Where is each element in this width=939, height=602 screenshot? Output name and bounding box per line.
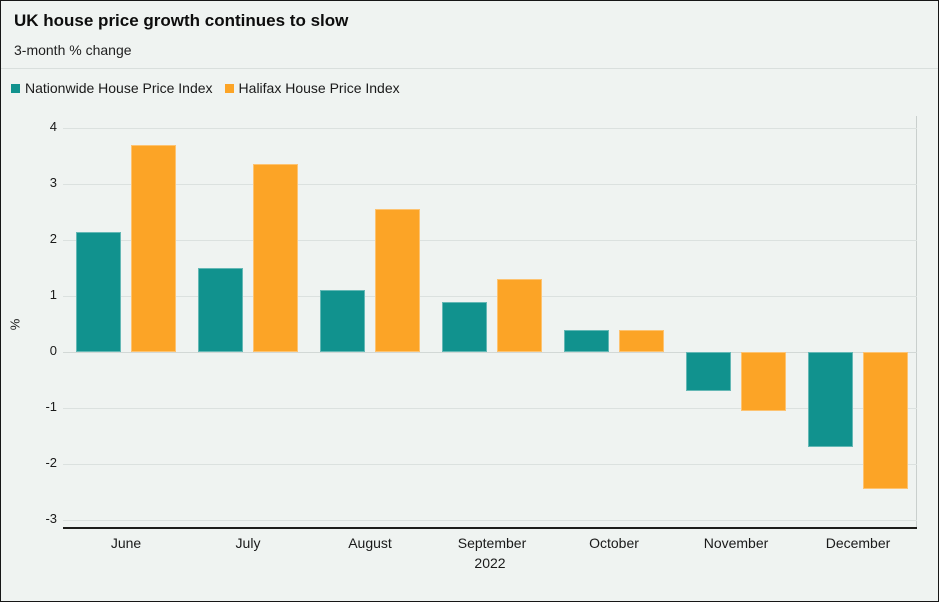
y-tick-label-4: 4 bbox=[49, 119, 57, 134]
bar-nationwide-october bbox=[564, 329, 609, 352]
bar-halifax-december bbox=[863, 352, 908, 490]
bar-nationwide-june bbox=[76, 231, 121, 352]
plot-right-border bbox=[916, 116, 917, 528]
x-tick-label-june: June bbox=[110, 535, 142, 551]
x-tick-label-september: September bbox=[457, 535, 527, 551]
halifax-swatch-icon bbox=[224, 83, 234, 93]
y-axis-title: % bbox=[7, 318, 23, 331]
gridline-0 bbox=[63, 352, 917, 353]
legend-item-nationwide: Nationwide House Price Index bbox=[11, 80, 213, 96]
x-axis-line bbox=[63, 527, 917, 529]
bar-halifax-july bbox=[253, 164, 298, 352]
x-tick-label-august: August bbox=[348, 535, 392, 551]
y-tick-label-0: 0 bbox=[49, 343, 57, 358]
chart-title: UK house price growth continues to slow bbox=[14, 11, 349, 30]
bar-nationwide-july bbox=[198, 268, 243, 352]
gridline-2 bbox=[63, 240, 917, 241]
bar-halifax-october bbox=[619, 329, 664, 352]
y-tick-label-3: 3 bbox=[49, 175, 57, 190]
legend-item-halifax: Halifax House Price Index bbox=[224, 80, 400, 96]
x-tick-label-october: October bbox=[589, 535, 639, 551]
y-tick-label--3: -3 bbox=[45, 511, 57, 526]
gridline-4 bbox=[63, 128, 917, 129]
legend-label-halifax: Halifax House Price Index bbox=[238, 80, 400, 96]
nationwide-swatch-icon bbox=[11, 83, 20, 93]
chart-subtitle: 3-month % change bbox=[14, 42, 132, 58]
header-separator bbox=[1, 68, 938, 69]
bar-halifax-september bbox=[497, 279, 542, 352]
y-tick-label--1: -1 bbox=[45, 399, 57, 414]
gridline-1 bbox=[63, 296, 917, 297]
bar-nationwide-december bbox=[808, 352, 853, 448]
bar-nationwide-august bbox=[320, 290, 365, 352]
bar-halifax-november bbox=[741, 352, 786, 411]
plot-area bbox=[63, 116, 917, 529]
y-tick-label--2: -2 bbox=[45, 455, 57, 470]
x-tick-label-december: December bbox=[825, 535, 891, 551]
gridline--2 bbox=[63, 464, 917, 465]
bar-nationwide-november bbox=[686, 352, 731, 392]
x-tick-label-november: November bbox=[703, 535, 769, 551]
legend-label-nationwide: Nationwide House Price Index bbox=[25, 80, 213, 96]
y-tick-label-1: 1 bbox=[49, 287, 57, 302]
x-tick-label-july: July bbox=[235, 535, 261, 551]
gridline--3 bbox=[63, 520, 917, 521]
bar-halifax-august bbox=[375, 209, 420, 352]
x-axis-year-label: 2022 bbox=[474, 555, 506, 571]
gridline--1 bbox=[63, 408, 917, 409]
gridline-3 bbox=[63, 184, 917, 185]
bar-halifax-june bbox=[131, 144, 176, 352]
legend: Nationwide House Price Index Halifax Hou… bbox=[11, 80, 400, 96]
bar-nationwide-september bbox=[442, 301, 487, 352]
y-tick-label-2: 2 bbox=[49, 231, 57, 246]
